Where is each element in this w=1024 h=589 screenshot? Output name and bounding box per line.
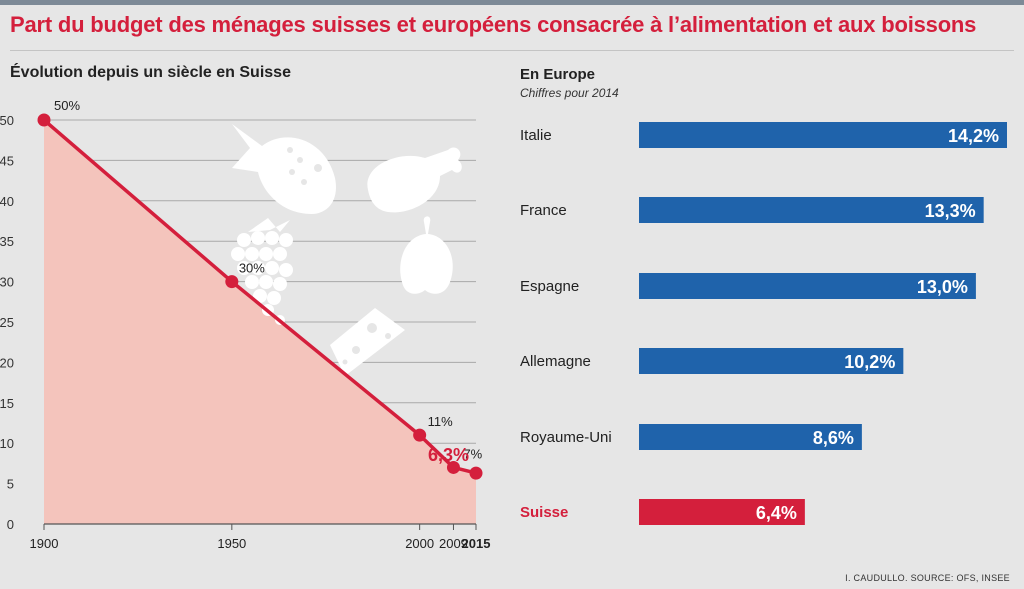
area-fill	[44, 120, 476, 524]
data-label: 11%	[428, 414, 453, 429]
line-chart-point-labels: 50% 30% 11% 7%6,3%	[54, 98, 483, 465]
bar-value-label: 13,3%	[925, 201, 976, 221]
fish-icon	[232, 124, 336, 214]
line-chart-points	[37, 113, 483, 480]
x-tick-label: 1950	[217, 536, 246, 551]
bar-value-label: 13,0%	[917, 277, 968, 297]
bar	[639, 122, 1007, 148]
bar-category-label: Allemagne	[520, 353, 591, 370]
y-tick-label: 25	[0, 315, 14, 330]
right-chart-note: Chiffres pour 2014	[520, 86, 619, 100]
y-tick-label: 35	[0, 234, 14, 249]
food-illustrations	[231, 124, 462, 376]
y-tick-label: 20	[0, 355, 14, 370]
bar-value-label: 8,6%	[813, 428, 854, 448]
y-tick-label: 15	[0, 396, 14, 411]
bar-category-label: Royaume-Uni	[520, 429, 612, 446]
line-chart-axis	[43, 523, 477, 530]
data-point	[225, 275, 239, 289]
x-tick-label: 2015	[462, 536, 491, 551]
top-accent-bar	[0, 0, 1024, 5]
chicken-leg-icon	[367, 147, 462, 213]
pepper-icon	[400, 216, 453, 294]
data-label: 30%	[239, 261, 265, 276]
bar-category-label: Suisse	[520, 504, 568, 521]
chart-title: Part du budget des ménages suisses et eu…	[10, 12, 977, 37]
bar	[639, 348, 904, 374]
data-label: 50%	[54, 98, 80, 113]
line-chart-y-ticks: 0 5 10 15 20 25 30 35 40 45 50	[0, 113, 14, 532]
source-credit: I. CAUDULLO. SOURCE: OFS, INSEE	[845, 573, 1010, 583]
y-tick-label: 40	[0, 194, 14, 209]
title-divider	[10, 50, 1014, 51]
bar-category-label: France	[520, 202, 567, 219]
bar	[639, 273, 976, 299]
data-point	[37, 113, 51, 127]
bar-value-label: 14,2%	[948, 126, 999, 146]
data-label: 6,3%	[428, 445, 469, 465]
bar	[639, 499, 805, 525]
line-chart-area	[44, 120, 476, 524]
data-label: 7%	[463, 446, 482, 461]
bar	[639, 424, 862, 450]
bar-value-label: 10,2%	[844, 352, 895, 372]
data-point	[469, 466, 483, 480]
left-chart-subtitle: Évolution depuis un siècle en Suisse	[10, 64, 291, 81]
y-tick-label: 10	[0, 436, 14, 451]
grapes-icon	[231, 218, 293, 325]
y-tick-label: 50	[0, 113, 14, 128]
data-point	[446, 460, 460, 474]
x-tick-label: 1900	[30, 536, 59, 551]
y-tick-label: 0	[7, 517, 14, 532]
y-tick-label: 45	[0, 153, 14, 168]
bar-category-label: Espagne	[520, 278, 579, 295]
y-tick-label: 5	[7, 477, 14, 492]
cheese-icon	[330, 308, 405, 376]
y-tick-label: 30	[0, 275, 14, 290]
x-tick-label: 2009	[439, 536, 468, 551]
bar-category-label: Italie	[520, 127, 552, 144]
bar	[639, 197, 984, 223]
right-chart-subtitle: En Europe	[520, 66, 596, 83]
data-point	[413, 428, 427, 442]
x-tick-label: 2000	[405, 536, 434, 551]
bar-value-label: 6,4%	[756, 503, 797, 523]
bar-chart-bars: Italie 14,2% France 13,3% Espagne 13,0% Allema…	[520, 122, 1007, 525]
